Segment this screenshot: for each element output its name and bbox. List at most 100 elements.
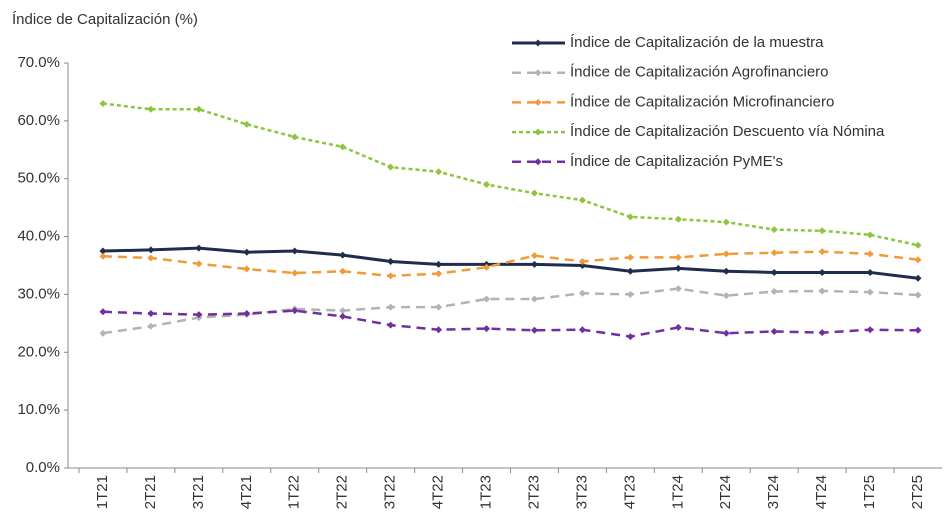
data-point <box>530 189 538 197</box>
data-point <box>387 257 395 265</box>
data-point <box>147 105 155 113</box>
data-point <box>530 260 538 268</box>
data-point <box>530 326 538 334</box>
data-point <box>722 267 730 275</box>
legend-marker <box>534 39 542 47</box>
data-point <box>99 308 107 316</box>
x-tick-label: 4T23 <box>621 475 638 509</box>
data-point <box>243 120 251 128</box>
x-tick-label: 1T25 <box>861 475 878 509</box>
x-tick-label: 4T24 <box>813 475 830 509</box>
data-point <box>578 257 586 265</box>
data-point <box>530 252 538 260</box>
data-point <box>291 307 299 315</box>
x-tick-label: 4T22 <box>430 475 447 509</box>
data-point <box>339 251 347 259</box>
data-point <box>866 231 874 239</box>
series-line <box>102 287 919 335</box>
data-point <box>866 268 874 276</box>
data-point <box>770 288 778 296</box>
data-point <box>435 326 443 334</box>
y-tick-label: 40.0% <box>17 228 60 245</box>
x-tick-label: 1T23 <box>477 475 494 509</box>
data-point <box>818 329 826 337</box>
y-tick-label: 50.0% <box>17 170 60 187</box>
data-point <box>722 218 730 226</box>
data-point <box>339 312 347 320</box>
data-point <box>626 333 634 341</box>
legend-marker <box>534 98 542 106</box>
data-point <box>195 105 203 113</box>
data-point <box>674 215 682 223</box>
x-tick-label: 3T22 <box>382 475 399 509</box>
data-point <box>626 213 634 221</box>
data-point <box>722 292 730 300</box>
data-point <box>483 295 491 303</box>
x-tick-label: 1T24 <box>669 475 686 509</box>
data-point <box>147 246 155 254</box>
data-point <box>626 267 634 275</box>
data-point <box>387 272 395 280</box>
y-tick-label: 0.0% <box>26 459 60 476</box>
data-point <box>147 310 155 318</box>
data-point <box>674 253 682 261</box>
data-point <box>626 290 634 298</box>
data-point <box>722 329 730 337</box>
data-point <box>435 260 443 268</box>
data-point <box>435 168 443 176</box>
data-point <box>914 241 922 249</box>
data-point <box>914 256 922 264</box>
data-point <box>291 133 299 141</box>
data-point <box>387 321 395 329</box>
legend-label: Índice de Capitalización Microfinanciero <box>570 93 834 110</box>
data-point <box>770 327 778 335</box>
data-point <box>147 254 155 262</box>
data-point <box>291 247 299 255</box>
data-point <box>243 310 251 318</box>
data-point <box>578 196 586 204</box>
series-line <box>102 309 919 338</box>
series-line <box>102 250 919 278</box>
data-point <box>578 326 586 334</box>
data-point <box>818 287 826 295</box>
data-point <box>866 326 874 334</box>
data-point <box>674 264 682 272</box>
data-point <box>99 247 107 255</box>
data-point <box>770 226 778 234</box>
data-point <box>339 307 347 315</box>
legend-label: Índice de Capitalización Agrofinanciero <box>570 64 829 81</box>
series-line <box>102 102 919 247</box>
data-point <box>387 163 395 171</box>
data-point <box>435 303 443 311</box>
legend-label: Índice de Capitalización PyME's <box>570 153 783 170</box>
data-point <box>339 143 347 151</box>
data-point <box>818 227 826 235</box>
data-point <box>530 295 538 303</box>
data-point <box>914 291 922 299</box>
data-point <box>195 244 203 252</box>
data-point <box>674 285 682 293</box>
legend-label: Índice de Capitalización de la muestra <box>570 34 824 51</box>
legend-marker <box>534 69 542 77</box>
x-tick-label: 3T21 <box>190 475 207 509</box>
data-point <box>866 250 874 258</box>
data-point <box>339 267 347 275</box>
legend-marker <box>534 158 542 166</box>
data-point <box>435 270 443 278</box>
legend-label: Índice de Capitalización Descuento vía N… <box>570 123 885 140</box>
y-tick-label: 70.0% <box>17 54 60 71</box>
y-tick-label: 10.0% <box>17 401 60 418</box>
data-point <box>195 260 203 268</box>
data-point <box>291 269 299 277</box>
x-tick-label: 2T22 <box>334 475 351 509</box>
data-point <box>99 100 107 107</box>
y-tick-label: 20.0% <box>17 343 60 360</box>
x-tick-label: 3T24 <box>765 475 782 509</box>
data-point <box>483 325 491 333</box>
data-point <box>243 265 251 273</box>
x-tick-label: 4T21 <box>238 475 255 509</box>
data-point <box>483 181 491 188</box>
data-point <box>770 268 778 276</box>
data-point <box>914 274 922 282</box>
